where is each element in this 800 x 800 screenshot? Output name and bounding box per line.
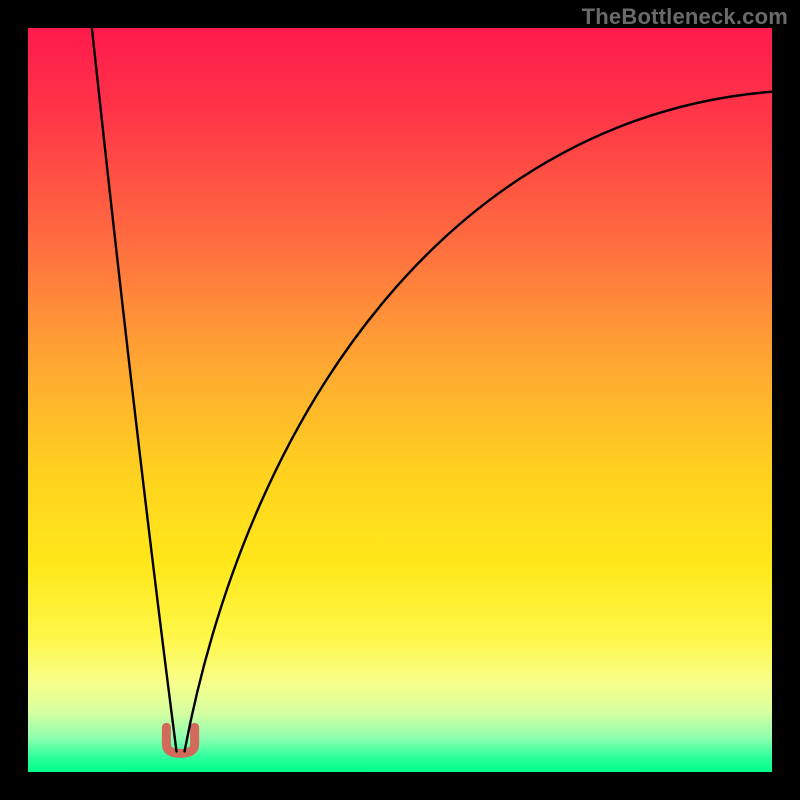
chart-stage: TheBottleneck.com [0, 0, 800, 800]
gradient-panel [28, 28, 772, 772]
bottleneck-chart-svg [0, 0, 800, 800]
